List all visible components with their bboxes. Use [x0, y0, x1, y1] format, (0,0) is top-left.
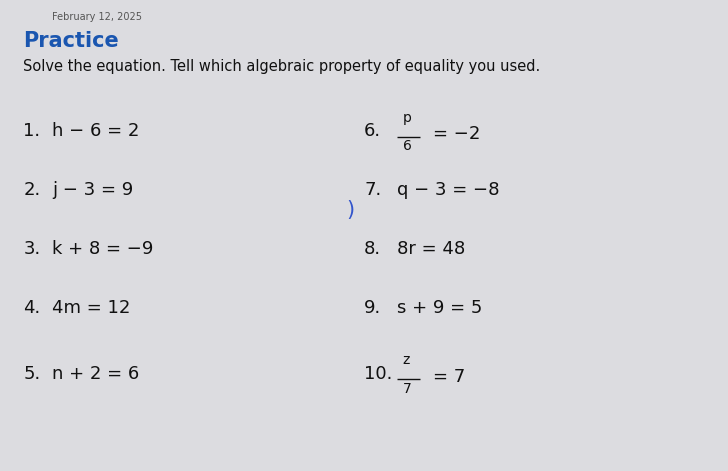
Text: 10.: 10.	[364, 365, 392, 383]
Text: February 12, 2025: February 12, 2025	[52, 12, 143, 22]
Text: 6.: 6.	[364, 122, 381, 140]
Text: 7: 7	[403, 382, 411, 396]
Text: = 7: = 7	[433, 368, 465, 386]
Text: 4m = 12: 4m = 12	[52, 299, 131, 317]
Text: 8r = 48: 8r = 48	[397, 240, 465, 258]
Text: Solve the equation. Tell which algebraic property of equality you used.: Solve the equation. Tell which algebraic…	[23, 59, 541, 74]
Text: h − 6 = 2: h − 6 = 2	[52, 122, 140, 140]
Text: k + 8 = −9: k + 8 = −9	[52, 240, 154, 258]
Text: 8.: 8.	[364, 240, 381, 258]
Text: 1.: 1.	[23, 122, 41, 140]
Text: Practice: Practice	[23, 31, 119, 50]
Text: j − 3 = 9: j − 3 = 9	[52, 181, 134, 199]
Text: s + 9 = 5: s + 9 = 5	[397, 299, 482, 317]
Text: = −2: = −2	[433, 125, 480, 143]
Text: p: p	[403, 111, 411, 125]
Text: n + 2 = 6: n + 2 = 6	[52, 365, 140, 383]
Text: q − 3 = −8: q − 3 = −8	[397, 181, 499, 199]
Text: 2.: 2.	[23, 181, 41, 199]
Text: z: z	[403, 353, 410, 367]
Text: ): )	[347, 200, 355, 220]
Text: 3.: 3.	[23, 240, 41, 258]
Text: 6: 6	[403, 139, 411, 153]
Text: 7.: 7.	[364, 181, 381, 199]
Text: 5.: 5.	[23, 365, 41, 383]
Text: 4.: 4.	[23, 299, 41, 317]
Text: 9.: 9.	[364, 299, 381, 317]
